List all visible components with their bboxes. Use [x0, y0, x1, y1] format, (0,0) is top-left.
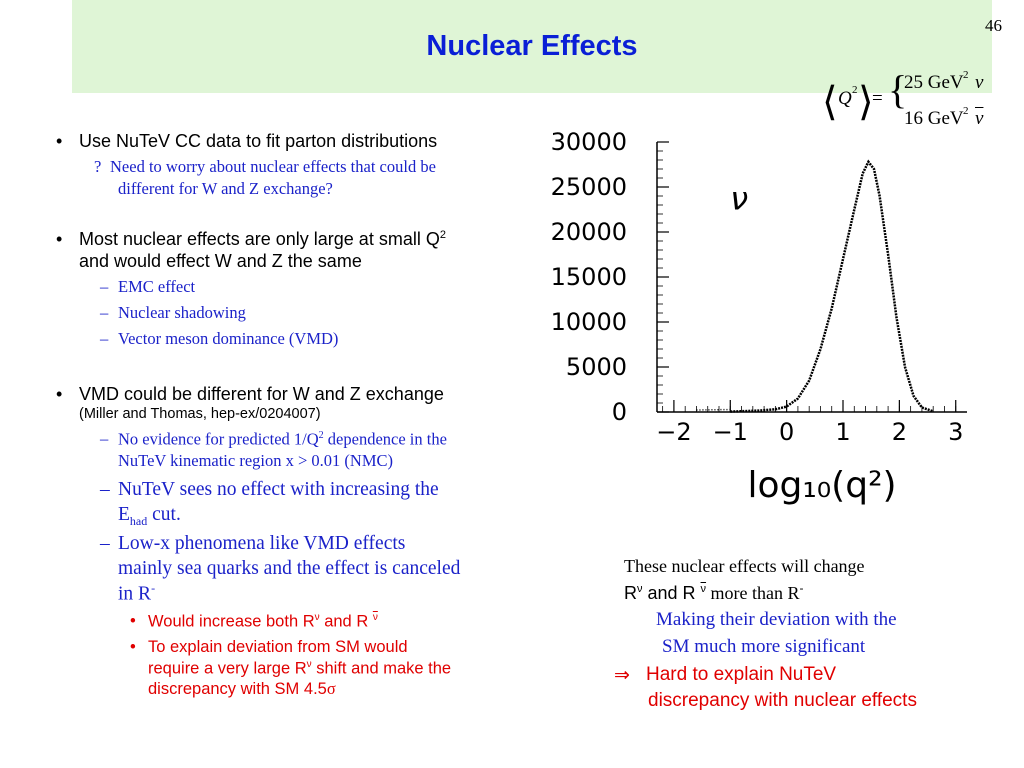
- note-r-nu-sup: ν: [637, 583, 643, 595]
- formula-nubar-symbol: ν: [975, 108, 984, 129]
- sigma-symbol: σ: [326, 679, 336, 698]
- bullet-3-sub2-line1: NuTeV sees no effect with increasing the: [118, 479, 439, 500]
- bullet-1-sub-marker: ?: [94, 157, 102, 176]
- dash-marker: –: [100, 303, 109, 322]
- formula-nu-symbol: ν: [975, 72, 984, 93]
- note-line4: SM much more significant: [662, 636, 866, 657]
- x-axis-label: log₁₀(q²): [747, 465, 896, 506]
- dash-marker: –: [100, 533, 110, 554]
- bullet-1-sub-line1: Need to worry about nuclear effects that…: [110, 157, 436, 176]
- dash-marker: –: [100, 329, 109, 348]
- note-line1: These nuclear effects will change: [624, 556, 865, 576]
- left-brace: {: [888, 67, 908, 112]
- note-r-nubar-sup: ν: [700, 583, 707, 595]
- formula-nu-sup: 2: [963, 69, 969, 81]
- bullet-3-sub2-line2: Ehad cut.: [118, 504, 181, 528]
- x-tick-label: 0: [779, 418, 794, 446]
- bullet-3-sub3-line2: mainly sea quarks and the effect is canc…: [118, 558, 461, 579]
- bullet-2-sub-vmd: Vector meson dominance (VMD): [118, 329, 339, 348]
- r-nubar-sup: ν: [372, 612, 378, 623]
- title-band: Nuclear Effects: [72, 0, 992, 93]
- y-tick-label: 0: [612, 398, 627, 426]
- bullet-2-sub-shadowing: Nuclear shadowing: [118, 303, 246, 322]
- bullet-2-line2: and would effect W and Z the same: [79, 251, 362, 271]
- formula-q: Q: [838, 88, 852, 109]
- implies-arrow: ⇒: [614, 665, 630, 686]
- bullet-3-sub1-sup: 2: [318, 430, 324, 441]
- y-tick-label: 25000: [551, 173, 627, 201]
- nu-annotation: ν: [730, 180, 748, 218]
- r-nu-sup: ν: [306, 659, 312, 670]
- mean-q2-formula: ⟨ Q 2 ⟩ = { 25 GeV 2 ν 16 GeV 2 ν: [818, 68, 998, 136]
- bullet-3-sub1-line1: No evidence for predicted 1/Q2 dependenc…: [118, 429, 447, 449]
- q2-distribution-plot: 0 5000 10000 15000 20000 25000 30000 −2 −1 0 1 2 3 ν l…: [540, 128, 980, 510]
- left-angle-bracket: ⟨: [822, 79, 838, 124]
- red-bullet-1: Would increase both Rν and R ν: [148, 612, 378, 631]
- bullet-3-sub3-line1: Low-x phenomena like VMD effects: [118, 533, 406, 554]
- bullet-dot: •: [56, 229, 63, 249]
- bullet-2-sup: 2: [439, 229, 446, 241]
- dash-marker: –: [100, 277, 109, 296]
- y-tick-label: 10000: [551, 308, 627, 336]
- bullet-3-sub1-line2: NuTeV kinematic region x > 0.01 (NMC): [118, 451, 394, 470]
- x-tick-label: −1: [713, 418, 748, 446]
- bullet-1-text: Use NuTeV CC data to fit parton distribu…: [79, 131, 438, 151]
- x-tick-label: 2: [892, 418, 907, 446]
- formula-nubar-value: 16 GeV: [904, 108, 964, 129]
- right-angle-bracket: ⟩: [858, 79, 874, 124]
- page-number: 46: [985, 16, 1002, 35]
- slide-title: Nuclear Effects: [426, 30, 638, 62]
- red-bullet-2-line1: To explain deviation from SM would: [148, 638, 408, 656]
- e-had-subscript: had: [129, 513, 148, 528]
- x-tick-label: 3: [948, 418, 963, 446]
- y-tick-label: 15000: [551, 263, 627, 291]
- bullet-2-line1: Most nuclear effects are only large at s…: [79, 229, 446, 249]
- bullet-3-text: VMD could be different for W and Z excha…: [79, 384, 444, 404]
- note-r-minus-sup: -: [799, 581, 804, 595]
- r-nu-sup: ν: [314, 612, 320, 623]
- dash-marker: –: [100, 479, 110, 500]
- formula-equals: =: [872, 88, 883, 109]
- dash-marker: –: [100, 429, 109, 448]
- bullet-dot: •: [56, 131, 63, 151]
- r-minus-sup: -: [151, 581, 156, 595]
- bullet-3-reference: (Miller and Thomas, hep-ex/0204007): [79, 406, 321, 422]
- red-bullet-2-line2: require a very large Rν shift and make t…: [148, 659, 452, 678]
- x-tick-label: −2: [656, 418, 691, 446]
- note-line2: Rν and R ν more than R-: [624, 581, 804, 603]
- red-bullet-2-line3: discrepancy with SM 4.5σ: [148, 679, 336, 698]
- y-tick-label: 20000: [551, 218, 627, 246]
- bullet-dot: •: [56, 384, 63, 404]
- bullet-1-sub-line2: different for W and Z exchange?: [118, 179, 333, 198]
- x-tick-label: 1: [835, 418, 850, 446]
- note-line5: Hard to explain NuTeV: [646, 664, 837, 685]
- bullet-3-sub3-line3: in R-: [118, 581, 156, 605]
- bullet-dot: •: [130, 612, 136, 630]
- bullet-dot: •: [130, 638, 136, 656]
- formula-nubar-sup: 2: [963, 105, 969, 117]
- y-tick-label: 30000: [551, 130, 627, 156]
- formula-nu-value: 25 GeV: [904, 72, 964, 93]
- bullet-2-sub-emc: EMC effect: [118, 277, 196, 296]
- y-tick-label: 5000: [566, 353, 627, 381]
- chart-svg: 0 5000 10000 15000 20000 25000 30000 −2 −1 0 1 2 3 ν l…: [551, 128, 967, 506]
- formula-q-sup: 2: [852, 84, 858, 96]
- note-line3: Making their deviation with the: [656, 609, 897, 630]
- note-line6: discrepancy with nuclear effects: [648, 690, 917, 711]
- distribution-curve: [730, 159, 934, 413]
